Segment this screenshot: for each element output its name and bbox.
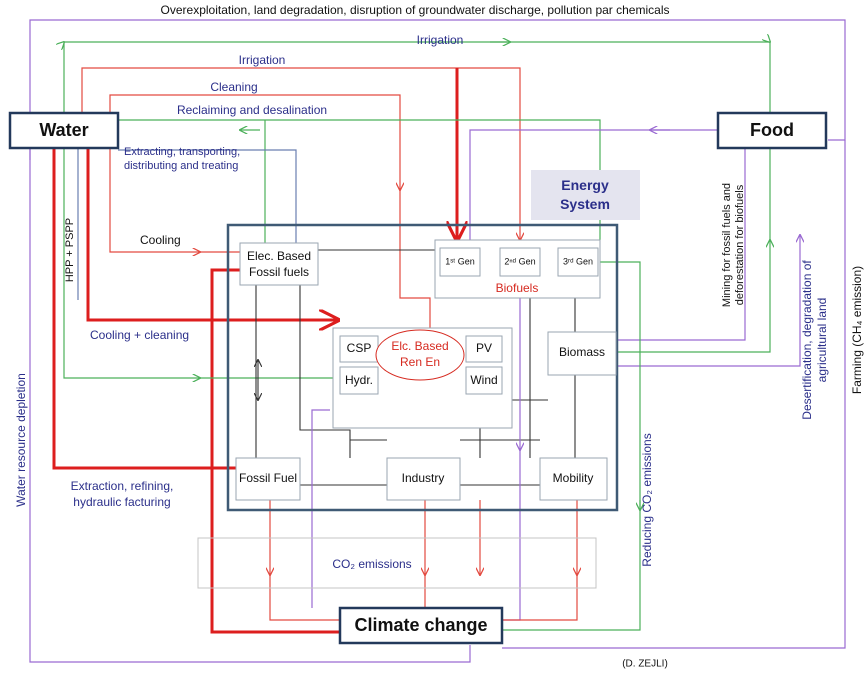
node-label: Industry xyxy=(402,471,445,485)
flow-label: Cooling + cleaning xyxy=(90,328,189,342)
node-label: Biomass xyxy=(559,345,605,359)
connector xyxy=(109,94,400,190)
flow-label: Desertification, degradation ofagricultu… xyxy=(800,260,829,420)
node-label: 3ʳᵈ Gen xyxy=(563,256,593,266)
line: Elec. Based xyxy=(247,249,311,263)
food-box xyxy=(716,111,828,150)
connector xyxy=(10,147,31,160)
connector xyxy=(94,113,601,240)
flow-label: Cleaning xyxy=(210,80,257,94)
node-label: 1ˢᵗ Gen xyxy=(445,256,475,266)
flow-label: Cooling xyxy=(140,233,181,247)
line: Ren En xyxy=(400,355,440,369)
credit: (D. ZEJLI) xyxy=(622,659,668,670)
flow-label: Overexploitation, land degradation, disr… xyxy=(161,3,670,17)
node-label: Biofuels xyxy=(496,281,539,295)
node-label: Elec. Based Fossil fuels xyxy=(247,249,311,279)
ren-en-ellipse xyxy=(375,329,465,381)
node-label: Fossil Fuel xyxy=(239,471,297,485)
line: Mining for fossil fuels and xyxy=(721,183,733,307)
line: Fossil fuels xyxy=(249,265,309,279)
node-label: PV xyxy=(476,341,492,355)
flow-label: Irrigation xyxy=(417,33,464,47)
flow-label: Reducing CO₂ emissions xyxy=(640,433,654,566)
connector xyxy=(29,19,846,148)
connector xyxy=(469,129,718,240)
connector xyxy=(502,261,641,631)
climate-box xyxy=(338,606,504,645)
node-label: Hydr. xyxy=(345,373,373,387)
line: Desertification, degradation of xyxy=(800,260,814,420)
node-label: CSP xyxy=(347,341,372,355)
flow-label: Reclaiming and desalination xyxy=(177,103,327,117)
connector xyxy=(502,450,521,621)
pv-box xyxy=(465,335,503,363)
energy-system-label-box xyxy=(531,170,640,220)
elec-fossil-box xyxy=(239,242,319,286)
connector xyxy=(350,298,576,458)
connector xyxy=(311,409,330,608)
fossil-fuel-box xyxy=(235,457,301,501)
flow-label: Mining for fossil fuels anddeforestation… xyxy=(721,183,746,307)
biomass-box xyxy=(547,331,617,376)
connector xyxy=(86,148,338,320)
connector xyxy=(52,148,236,470)
line: Energy xyxy=(561,177,609,193)
flow-label: Extracting, transporting, distributing an… xyxy=(124,146,240,172)
gen2-box xyxy=(499,247,541,277)
node-label: Elc. Based Ren En xyxy=(391,339,448,369)
mobility-box xyxy=(539,457,608,501)
node-label: Mobility xyxy=(553,471,594,485)
flow-label: Water resource depletion xyxy=(14,373,28,507)
flow-label: HPP + PSPP xyxy=(64,218,76,282)
line: agricultural land xyxy=(815,298,829,383)
connector xyxy=(399,190,431,328)
node-label: 2ⁿᵈ Gen xyxy=(504,256,535,266)
node-label: CO₂ emissions xyxy=(332,557,411,571)
connector xyxy=(502,140,846,649)
energy-system-frame xyxy=(226,223,619,512)
flow-label: Extraction, refining, hydraulic facturing xyxy=(71,479,174,509)
node-label: Wind xyxy=(470,373,497,387)
connector xyxy=(618,148,746,341)
connector xyxy=(81,67,520,240)
node-label: Energy System xyxy=(560,177,610,212)
industry-box xyxy=(386,457,461,501)
wind-box xyxy=(465,366,503,395)
connector xyxy=(618,235,800,367)
line: Extracting, transporting, xyxy=(124,146,240,158)
node-label: Climate change xyxy=(354,615,487,635)
gen1-box xyxy=(439,247,481,277)
gen3-box xyxy=(557,247,599,277)
co2-box xyxy=(197,537,597,589)
hydr-box xyxy=(339,366,379,395)
connector xyxy=(29,148,471,663)
line: deforestation for biofuels xyxy=(734,184,746,305)
node-label: Water xyxy=(39,120,88,140)
line: System xyxy=(560,196,610,212)
connector xyxy=(618,240,770,353)
connector xyxy=(210,268,340,634)
connector xyxy=(109,148,200,252)
connector xyxy=(118,149,297,243)
connector xyxy=(64,42,770,113)
node-label: Food xyxy=(750,120,794,140)
flow-label: Irrigation xyxy=(239,53,286,67)
line: Extraction, refining, xyxy=(71,479,174,493)
connector xyxy=(269,575,578,621)
line: Elc. Based xyxy=(391,339,448,353)
flow-label: Farming (CH₄ emission) xyxy=(850,266,864,394)
water-box xyxy=(8,111,120,150)
connector xyxy=(63,148,200,378)
line: hydraulic facturing xyxy=(73,495,170,509)
line: distributing and treating xyxy=(124,160,238,172)
